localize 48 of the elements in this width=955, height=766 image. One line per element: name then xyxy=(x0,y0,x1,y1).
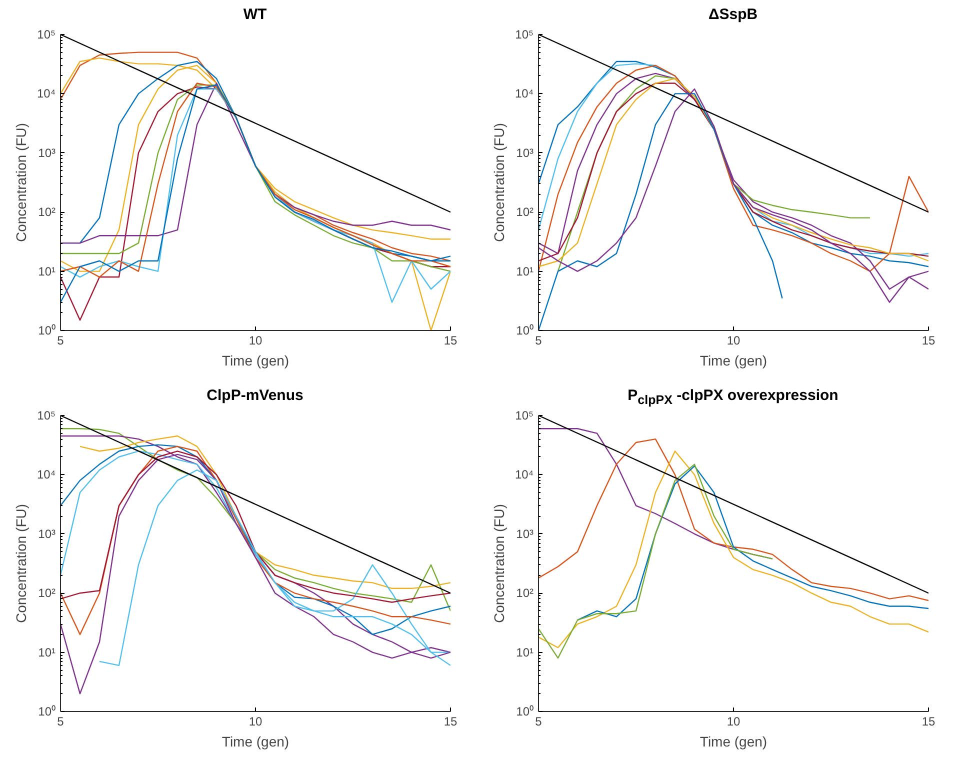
x-tick-label: 10 xyxy=(726,714,740,728)
chart-title: ClpP-mVenus xyxy=(206,386,304,406)
y-tick-label: 10² xyxy=(38,586,56,600)
y-tick-label: 10² xyxy=(516,586,534,600)
x-tick-label: 10 xyxy=(726,334,740,348)
y-tick-label: 10³ xyxy=(38,146,56,160)
x-axis-title: Time (gen) xyxy=(700,734,768,750)
y-axis-title: Concentration (FU) xyxy=(12,504,29,624)
y-tick-label: 10³ xyxy=(516,146,534,160)
chart-title: WT xyxy=(242,5,268,25)
x-axis-title: Time (gen) xyxy=(700,352,768,368)
y-tick-label: 10⁰ xyxy=(516,324,534,338)
x-axis-title: Time (gen) xyxy=(222,734,290,750)
y-tick-label: 10⁴ xyxy=(36,468,56,482)
y-tick-label: 10⁰ xyxy=(516,704,534,718)
y-tick-label: 10³ xyxy=(38,526,56,541)
x-axis-title: Time (gen) xyxy=(222,352,290,368)
x-tick-label: 10 xyxy=(248,334,262,348)
y-tick-label: 10⁵ xyxy=(515,408,534,422)
y-tick-label: 10¹ xyxy=(516,645,534,660)
x-tick-label: 10 xyxy=(248,714,262,728)
x-tick-label: 5 xyxy=(57,714,64,728)
y-tick-label: 10⁵ xyxy=(37,28,56,42)
y-axis-title: Concentration (FU) xyxy=(490,504,507,624)
y-tick-label: 10¹ xyxy=(516,264,534,278)
y-tick-label: 10⁴ xyxy=(514,86,534,101)
x-tick-label: 15 xyxy=(444,714,458,728)
y-axis-title: Concentration (FU) xyxy=(490,122,507,242)
y-tick-label: 10⁰ xyxy=(38,324,56,338)
y-axis-title: Concentration (FU) xyxy=(12,122,29,242)
x-tick-label: 5 xyxy=(57,334,64,348)
y-tick-label: 10¹ xyxy=(38,264,56,278)
y-tick-label: 10⁴ xyxy=(514,468,534,482)
x-tick-label: 15 xyxy=(922,334,936,348)
y-tick-label: 10² xyxy=(516,205,534,220)
y-tick-label: 10¹ xyxy=(38,645,56,660)
x-tick-label: 5 xyxy=(535,334,542,348)
y-tick-label: 10² xyxy=(38,205,56,220)
chart-title: P$_{clpPX}$ -clpPX overexpression xyxy=(626,386,840,409)
y-tick-label: 10⁴ xyxy=(36,86,56,101)
chart-title: ΔSspB xyxy=(707,5,759,25)
y-tick-label: 10⁰ xyxy=(38,704,56,718)
x-tick-label: 5 xyxy=(535,714,542,728)
y-tick-label: 10³ xyxy=(516,526,534,541)
y-tick-label: 10⁵ xyxy=(37,408,56,422)
y-tick-label: 10⁵ xyxy=(515,28,534,42)
x-tick-label: 15 xyxy=(922,714,936,728)
x-tick-label: 15 xyxy=(444,334,458,348)
